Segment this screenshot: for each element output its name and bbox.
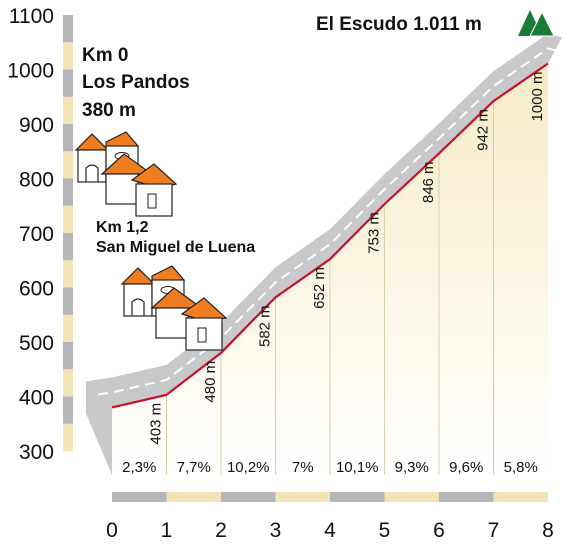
waypoint-km-label: Km 1,2 [96,219,149,236]
x-band-segment [493,492,548,502]
y-tick-labels: 300 400 500 600 700 800 900 1000 1100 [7,5,54,464]
y-tick-label: 600 [19,278,54,301]
km-dividers [166,101,494,475]
start-km-label: Km 0 [82,45,128,66]
y-tick-label: 500 [19,332,54,355]
x-tick-label: 6 [433,519,445,542]
y-band-segment [63,287,73,315]
start-place-label: Los Pandos [82,72,190,93]
y-band-segment [63,342,73,370]
y-tick-label: 300 [19,441,54,464]
elevation-point-label: 942 m [475,109,492,151]
gradient-label: 5,8% [504,459,538,476]
gradient-label: 7% [292,459,314,476]
y-band-segment [63,96,73,124]
x-tick-label: 5 [379,519,391,542]
y-band-segment [63,69,73,97]
road-center-line [97,47,557,396]
y-band-segment [63,151,73,179]
house-icon [150,287,228,351]
mountain-icon [518,10,555,37]
x-band-segment [275,492,330,502]
x-band-segment [384,492,439,502]
y-band-segment [63,178,73,206]
x-band-segment [330,492,385,502]
y-band-segment [63,369,73,397]
y-tick-label: 900 [19,114,54,137]
chart-title: El Escudo 1.011 m [316,14,482,35]
elevation-point-labels: 403 m 480 m 582 m 652 m 753 m 846 m 942 m 1000 … [148,72,547,445]
x-tick-label: 8 [542,519,554,542]
x-axis-bar [112,492,548,502]
gradient-label: 2,3% [122,459,156,476]
y-tick-label: 700 [19,223,54,246]
start-altitude-label: 380 m [82,100,136,121]
x-tick-label: 3 [270,519,282,542]
x-band-segment [221,492,276,502]
gradient-label: 10,1% [336,459,379,476]
x-band-segment [439,492,494,502]
y-band-segment [63,260,73,288]
y-band-segment [63,205,73,233]
y-tick-label: 800 [19,169,54,192]
y-band-segment [63,124,73,152]
x-band-segment [112,492,167,502]
house-icon [100,153,178,217]
x-tick-label: 4 [324,519,336,542]
y-band-segment [63,42,73,70]
elevation-profile [111,62,549,409]
y-band-segment [63,314,73,342]
elevation-point-label: 582 m [257,305,274,347]
x-tick-label: 1 [161,519,173,542]
elevation-point-label: 1000 m [529,72,546,122]
y-tick-label: 1000 [7,60,54,83]
x-tick-label: 0 [106,519,118,542]
y-band-segment [63,233,73,261]
elevation-point-label: 846 m [420,161,437,203]
y-band-segment [63,423,73,451]
y-band-segment [63,15,73,43]
y-tick-label: 400 [19,387,54,410]
y-tick-label: 1100 [9,5,54,28]
y-axis-band [63,15,73,451]
x-tick-label: 7 [488,519,500,542]
gradient-label: 7,7% [177,459,211,476]
x-band-segment [166,492,221,502]
elevation-point-label: 403 m [148,403,165,445]
elevation-point-label: 652 m [311,267,328,309]
gradient-labels: 2,3% 7,7% 10,2% 7% 10,1% 9,3% 9,6% 5,8% [122,459,538,476]
y-band-segment [63,396,73,424]
elevation-point-label: 753 m [366,212,383,254]
x-tick-labels: 0 1 2 3 4 5 6 7 8 [106,519,554,542]
waypoint-place-label: San Miguel de Luena [96,239,255,256]
elevation-point-label: 480 m [202,361,219,403]
gradient-label: 9,6% [449,459,483,476]
x-tick-label: 2 [215,519,227,542]
gradient-label: 10,2% [227,459,270,476]
gradient-label: 9,3% [395,459,429,476]
profile-line [111,62,549,409]
